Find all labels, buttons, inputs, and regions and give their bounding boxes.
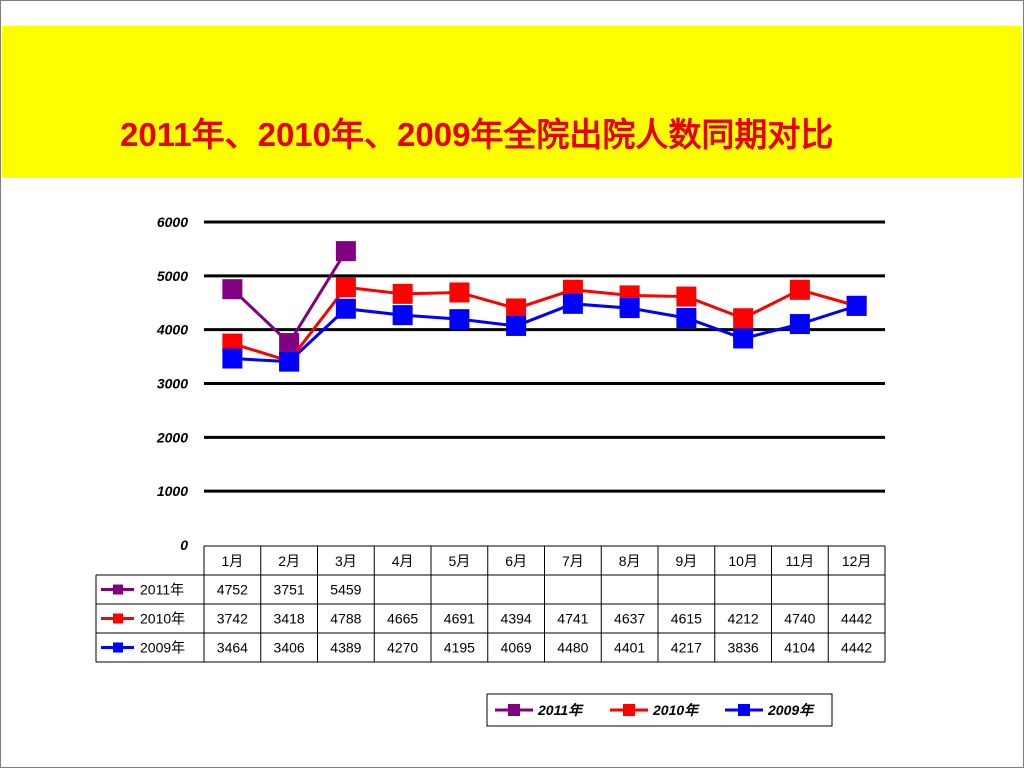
- table-value: 3418: [274, 611, 305, 627]
- legend-key-marker-2: [738, 704, 750, 716]
- series-2-point-8: [676, 307, 697, 328]
- table-value: 4442: [841, 640, 872, 656]
- table-value: 4637: [614, 611, 645, 627]
- table-value: 3751: [274, 582, 305, 598]
- table-value: 4401: [614, 640, 645, 656]
- legend-entry: 2009年: [767, 702, 815, 718]
- y-tick-label: 4000: [156, 322, 188, 338]
- legend-entry: 2011年: [537, 702, 584, 718]
- series-2-point-11: [846, 295, 867, 316]
- x-tick-label: 1月: [221, 553, 243, 569]
- table-value: 4480: [557, 640, 588, 656]
- series-0-point-1: [279, 333, 300, 354]
- table-value: 3464: [217, 640, 248, 656]
- series-2-point-7: [619, 298, 640, 319]
- table-value: 4217: [671, 640, 702, 656]
- series-line-1: [231, 285, 858, 363]
- series-1-point-3: [392, 283, 413, 304]
- x-tick-label: 4月: [392, 553, 414, 569]
- legend: [486, 693, 833, 727]
- table-value: 4788: [330, 611, 361, 627]
- table-value: 4691: [444, 611, 475, 627]
- y-tick-label: 5000: [157, 268, 188, 284]
- series-2-point-3: [392, 305, 413, 326]
- series-2-point-9: [733, 328, 754, 349]
- table-value: 3406: [274, 640, 305, 656]
- x-tick-label: 10月: [728, 553, 758, 569]
- table-value: 5459: [330, 582, 361, 598]
- table-value: 4665: [387, 611, 418, 627]
- series-0-point-2: [335, 241, 356, 262]
- table-key-marker-2: [113, 642, 123, 653]
- table-value: 4740: [784, 611, 815, 627]
- table-value: 4195: [444, 640, 475, 656]
- series-1-point-2: [335, 277, 356, 298]
- legend-key-marker-1: [623, 704, 635, 716]
- page-title: 2011年、2010年、2009年全院出院人数同期对比: [120, 116, 834, 153]
- series-1-point-5: [506, 298, 527, 319]
- table-value: 4442: [841, 611, 872, 627]
- title-band: [2, 26, 1022, 178]
- series-2-point-1: [279, 351, 300, 372]
- series-1-point-4: [449, 282, 470, 303]
- series-2-point-4: [449, 309, 470, 330]
- x-tick-label: 5月: [448, 553, 470, 569]
- table-value: 4741: [557, 611, 588, 627]
- table-series-name: 2009年: [140, 640, 185, 656]
- x-tick-label: 2月: [278, 553, 300, 569]
- y-tick-label: 1000: [157, 483, 188, 499]
- series-1-point-8: [676, 286, 697, 307]
- table-value: 3742: [217, 611, 248, 627]
- series-0-point-0: [222, 279, 243, 300]
- table-value: 4389: [330, 640, 361, 656]
- series-2-point-0: [222, 348, 243, 369]
- series-2-point-5: [506, 315, 527, 336]
- table-series-name: 2010年: [140, 611, 185, 627]
- x-tick-label: 12月: [842, 553, 872, 569]
- table-key-marker-0: [113, 584, 123, 595]
- table-value: 3836: [728, 640, 759, 656]
- table-value: 4615: [671, 611, 702, 627]
- y-tick-label: 2000: [156, 429, 188, 445]
- table-value: 4752: [217, 582, 248, 598]
- x-tick-label: 3月: [335, 553, 357, 569]
- legend-entry: 2010年: [652, 702, 700, 718]
- x-tick-label: 9月: [675, 553, 697, 569]
- table-series-name: 2011年: [140, 582, 184, 598]
- legend-key-marker-0: [508, 704, 520, 716]
- x-tick-label: 8月: [619, 553, 641, 569]
- table-value: 4394: [501, 611, 532, 627]
- series-1-point-10: [789, 279, 810, 300]
- series-2-point-2: [335, 298, 356, 319]
- table-key-marker-1: [113, 613, 123, 624]
- table-value: 4069: [501, 640, 532, 656]
- series-2-point-6: [562, 293, 583, 314]
- y-tick-label: 3000: [157, 376, 188, 392]
- table-value: 4270: [387, 640, 418, 656]
- x-tick-label: 7月: [562, 553, 584, 569]
- table-value: 4212: [728, 611, 759, 627]
- table-value: 4104: [784, 640, 815, 656]
- y-tick-label: 6000: [157, 214, 188, 230]
- x-tick-label: 11月: [786, 553, 815, 569]
- x-tick-label: 6月: [505, 553, 527, 569]
- series-2-point-10: [789, 314, 810, 335]
- y-tick-label: 0: [180, 537, 188, 553]
- series-1-point-9: [733, 308, 754, 329]
